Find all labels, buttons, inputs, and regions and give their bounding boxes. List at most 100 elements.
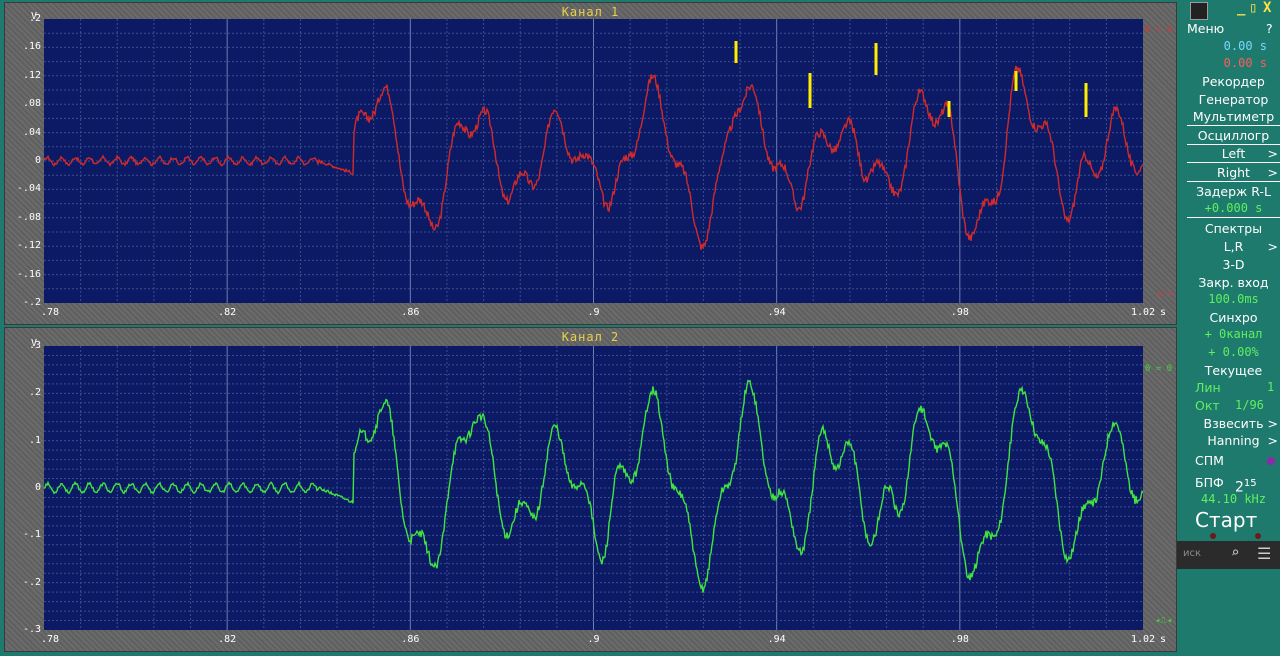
hamburger-icon[interactable]: ☰	[1257, 544, 1272, 563]
left-channel-button[interactable]: Left >	[1187, 145, 1280, 163]
spm-indicator-icon[interactable]	[1267, 457, 1275, 465]
waveform-trace	[44, 379, 1143, 593]
lin-value: 1	[1267, 380, 1275, 394]
channel2-title: Канал 2	[561, 330, 620, 344]
fft-size[interactable]: 215	[1235, 478, 1257, 496]
sample-rate-value[interactable]: 44.10 kHz	[1200, 492, 1267, 506]
x-tick-label: .86	[401, 307, 420, 318]
channel2-zero-label: 0 = 0	[1144, 364, 1172, 374]
delay-label: Задерж R-L	[1196, 184, 1271, 199]
y-tick-label: -.12	[16, 240, 41, 252]
oct-label[interactable]: Окт	[1195, 398, 1220, 413]
channel1-panel: Канал 1 V .2 .16 .12 .08 .04 0 -.04 -.08 -.12 -.1…	[4, 2, 1177, 325]
y-tick-label: .04	[22, 126, 41, 138]
y-tick-label: 0	[34, 155, 41, 166]
closed-input-label[interactable]: Закр. вход	[1198, 275, 1269, 290]
window-title-bar: _ ▯ X	[1177, 0, 1280, 20]
y-tick-label: .16	[22, 41, 41, 53]
generator-button[interactable]: Генератор	[1198, 92, 1269, 107]
spm-label[interactable]: СПМ	[1195, 453, 1224, 468]
lin-label[interactable]: Лин	[1195, 380, 1221, 395]
y-tick-label: .1	[28, 434, 41, 446]
y-tick-label: .2	[28, 13, 41, 24]
y-tick-label: -.3	[22, 624, 41, 635]
multimeter-button[interactable]: Мультиметр	[1187, 108, 1280, 126]
channel1-grid	[44, 19, 1143, 303]
minimize-icon[interactable]: _	[1237, 0, 1246, 16]
oscilloscope-button[interactable]: Осциллогр	[1187, 127, 1280, 145]
y-tick-label: -.1	[22, 529, 41, 541]
time-cursor2-readout: 0.00 s	[1223, 56, 1267, 70]
menu-button[interactable]: Меню	[1187, 21, 1225, 36]
channel1-trigger-icon[interactable]: ◂⎍◂	[1154, 289, 1172, 299]
time-cursor-readout: 0.00 s	[1223, 39, 1267, 53]
x-tick-label: 1.02	[1130, 634, 1156, 645]
sync-label: Синхро	[1209, 310, 1258, 325]
chevron-right-icon: >	[1267, 146, 1278, 161]
y-tick-label: -.2	[22, 297, 41, 308]
x-tick-label: .9	[587, 634, 600, 645]
channel1-title: Канал 1	[561, 5, 620, 19]
channel2-y-unit: V	[31, 338, 38, 349]
channel2-waveform	[44, 379, 1143, 593]
start-button[interactable]: Старт	[1195, 508, 1258, 532]
y-tick-label: .2	[28, 387, 41, 399]
channel2-trigger-icon[interactable]: ◂⎍◂	[1154, 616, 1172, 626]
chevron-right-icon: >	[1267, 165, 1278, 180]
x-tick-label: .78	[40, 307, 60, 318]
lr-spectrum-button[interactable]: L,R >	[1223, 239, 1278, 254]
y-tick-label: 0	[34, 482, 41, 493]
x-tick-label: .94	[767, 307, 786, 318]
channel1-y-unit: V	[31, 11, 38, 22]
chevron-right-icon: >	[1267, 416, 1278, 431]
control-sidebar: _ ▯ X Меню ? 0.00 s 0.00 s Рекордер Гене…	[1177, 0, 1280, 656]
x-tick-label: .9	[587, 307, 600, 318]
y-tick-label: .08	[22, 98, 41, 110]
chevron-right-icon: >	[1267, 239, 1278, 254]
y-tick-label: -.04	[16, 183, 41, 195]
3d-spectrum-button[interactable]: 3-D	[1222, 257, 1245, 272]
waveform-trace	[44, 65, 1143, 250]
channel2-x-unit: s	[1160, 634, 1167, 645]
sync-percent-value[interactable]: + 0.00%	[1208, 345, 1259, 359]
search-input[interactable]: иск	[1183, 548, 1202, 559]
weigh-button[interactable]: Взвесить >	[1203, 416, 1278, 431]
x-tick-label: .82	[218, 307, 237, 318]
fft-label[interactable]: БПФ	[1195, 475, 1224, 490]
channel1-plot[interactable]	[44, 19, 1143, 303]
sync-channel-value[interactable]: + 0канал	[1204, 327, 1263, 341]
search-icon[interactable]: ⌕	[1231, 545, 1240, 561]
x-tick-label: .78	[40, 634, 60, 645]
x-tick-label: .86	[401, 634, 420, 645]
channel1-waveform	[44, 41, 1143, 250]
close-icon[interactable]: X	[1263, 0, 1272, 16]
recorder-button[interactable]: Рекордер	[1202, 74, 1265, 89]
delay-value[interactable]: +0.000 s	[1187, 200, 1280, 218]
y-tick-label: -.16	[16, 268, 41, 280]
help-button[interactable]: ?	[1266, 21, 1273, 36]
led-right-icon	[1255, 533, 1261, 539]
led-left-icon	[1210, 533, 1216, 539]
y-tick-label: .3	[28, 340, 41, 351]
restore-icon[interactable]: ▯	[1249, 0, 1258, 16]
x-tick-label: 1.02	[1130, 307, 1156, 318]
channel2-grid	[44, 346, 1143, 630]
y-tick-label: .12	[22, 69, 41, 81]
x-tick-label: .98	[950, 634, 969, 645]
hanning-button[interactable]: Hanning >	[1207, 433, 1278, 448]
x-tick-label: .98	[950, 307, 969, 318]
current-mode-button[interactable]: Текущее	[1204, 363, 1263, 378]
app-icon	[1190, 2, 1208, 20]
channel2-panel: Канал 2 V .3 .2 .1 0 -.1 -.2 -.3 .78 .82 .86 .9 .9…	[4, 327, 1177, 652]
channel2-plot[interactable]	[44, 346, 1143, 630]
oct-value: 1/96	[1235, 398, 1264, 412]
closed-input-value[interactable]: 100.0ms	[1208, 292, 1259, 306]
y-tick-label: -.08	[16, 211, 41, 223]
channel1-zero-label: 0 = 0	[1144, 25, 1172, 35]
spectra-label: Спектры	[1204, 221, 1263, 236]
x-tick-label: .94	[767, 634, 786, 645]
taskbar-search[interactable]: иск ⌕ ☰	[1177, 541, 1280, 569]
chevron-right-icon: >	[1267, 433, 1278, 448]
channel1-x-unit: s	[1160, 307, 1167, 318]
right-channel-button[interactable]: Right >	[1187, 164, 1280, 182]
